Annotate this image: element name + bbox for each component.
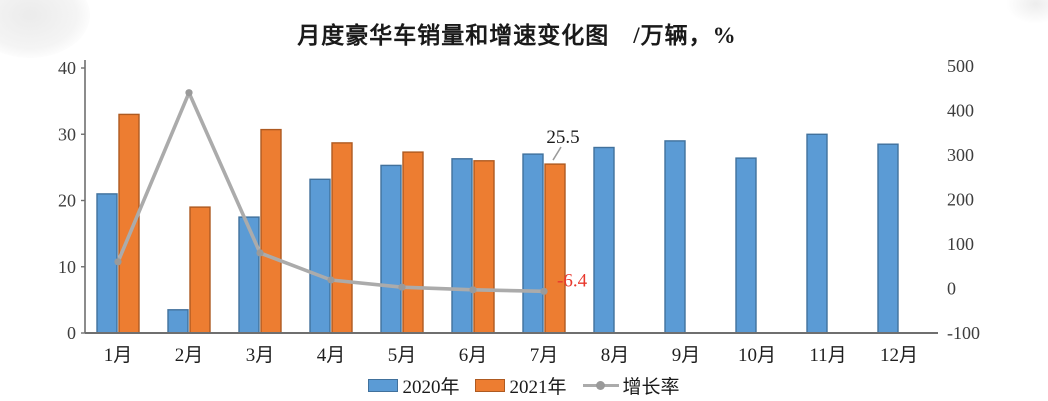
svg-text:7月: 7月 [530,345,559,366]
svg-text:4月: 4月 [317,345,346,366]
annotations: 25.5 -6.4 [546,127,587,291]
svg-text:20: 20 [58,191,76,211]
svg-text:30: 30 [58,124,76,144]
legend-swatch-2020 [368,378,399,392]
svg-text:3月: 3月 [246,345,275,366]
svg-text:10月: 10月 [738,345,776,366]
line-point [185,89,193,97]
bar-2021年-7月 [544,163,566,334]
svg-text:2月: 2月 [175,345,204,366]
line-point [327,276,335,284]
line-point [469,286,477,294]
annotation-leader [552,146,562,161]
bar-2020年-12月 [877,143,899,334]
bar-2020年-1月 [96,193,118,334]
svg-text:12月: 12月 [880,345,918,366]
svg-text:8月: 8月 [601,345,630,366]
svg-text:200: 200 [947,190,974,210]
svg-text:6月: 6月 [459,345,488,366]
bar-2020年-3月 [238,216,260,334]
y-axis-left-labels: 0 10 20 30 40 [58,58,85,343]
bar-2021年-6月 [473,160,495,334]
svg-text:40: 40 [58,58,76,78]
bar-2021年-4月 [331,142,353,334]
svg-text:9月: 9月 [672,345,701,366]
legend-item-2021[interactable]: 2021年 [475,372,567,399]
bar-2021年-2月 [189,206,211,334]
svg-text:300: 300 [947,145,974,165]
bar-2020年-4月 [309,178,331,334]
legend-label-2021: 2021年 [509,376,567,398]
svg-text:10: 10 [58,257,76,277]
bar-2020年-6月 [451,158,473,334]
svg-text:-100: -100 [947,323,980,343]
svg-text:500: 500 [947,56,974,76]
bar-2020年-10月 [735,157,757,334]
bar-2020年-8月 [593,146,615,334]
bar-2020年-5月 [380,164,402,334]
legend-label-growth-rate: 增长率 [622,376,680,398]
bar-2021年-5月 [402,151,424,334]
svg-text:11月: 11月 [809,345,846,366]
annotation-25-5: 25.5 [546,127,579,148]
legend-item-growth-rate[interactable]: 增长率 [582,372,680,399]
svg-text:0: 0 [947,279,956,299]
svg-text:100: 100 [947,234,974,254]
axes [84,60,938,334]
growth-line[interactable] [114,89,548,295]
bars-2020年[interactable] [96,133,899,334]
legend-item-2020[interactable]: 2020年 [368,372,459,399]
legend-label-2020: 2020年 [402,376,460,398]
legend-line-marker [582,378,619,392]
legend-swatch-2021 [475,378,506,392]
svg-text:400: 400 [947,101,974,121]
line-point [114,258,122,266]
bar-2020年-9月 [664,140,686,334]
svg-text:1月: 1月 [104,345,133,366]
bar-2021年-3月 [260,128,282,334]
bar-2020年-2月 [167,309,189,334]
bar-2020年-7月 [522,153,544,334]
y-axis-right-labels: -100 0 100 200 300 400 500 [947,56,980,343]
bars-2021年[interactable] [118,113,566,334]
bar-2020年-11月 [806,133,828,334]
chart-legend: 2020年 2021年 增长率 [0,371,1048,399]
annotation-minus-6-4: -6.4 [557,270,588,291]
x-axis-labels: 1月 2月 3月 4月 5月 6月 7月 8月 9月 10月 11月 12月 [104,345,918,366]
chart-title: 月度豪华车销量和增速变化图 /万辆，% [297,23,737,48]
bar-2021年-1月 [118,113,140,334]
svg-text:0: 0 [67,323,76,343]
line-point [256,249,264,257]
line-point [398,283,406,291]
svg-text:5月: 5月 [388,345,417,366]
line-point [540,287,548,295]
